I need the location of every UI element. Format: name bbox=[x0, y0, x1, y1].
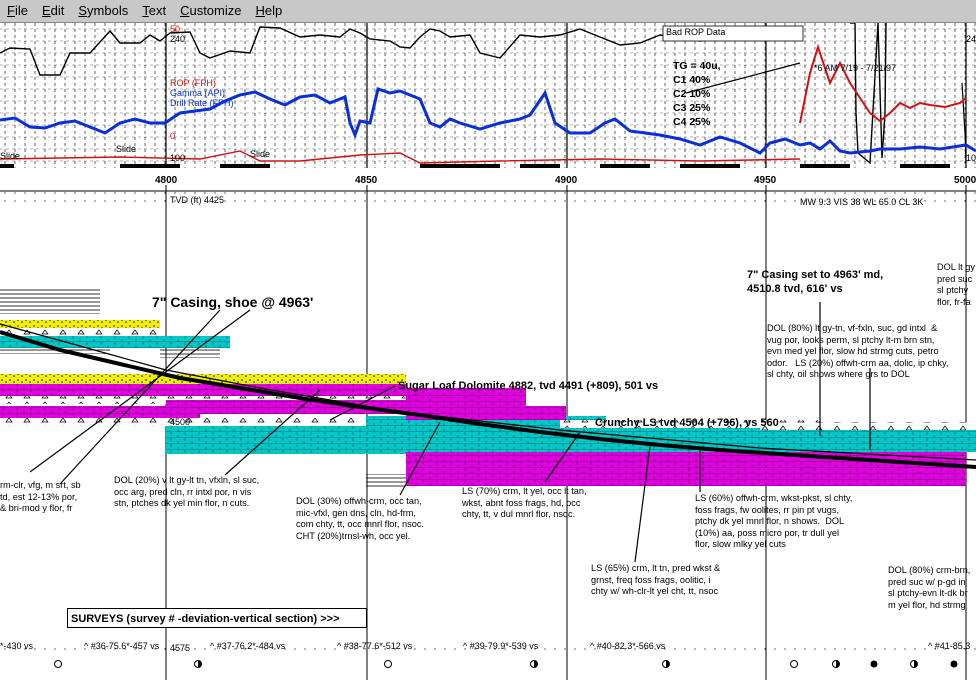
curve-label-drill: Drill Rate (FPH) bbox=[170, 98, 234, 108]
menu-text[interactable]: Text bbox=[142, 3, 167, 18]
menu-customize[interactable]: Customize bbox=[180, 3, 242, 18]
lithology-description: DOL (80%) crm-brn, pred suc w/ p-gd in s… bbox=[888, 565, 971, 610]
log-track: 50 240 240 ROP (FPH) Gamma (API) Drill R… bbox=[0, 22, 976, 168]
menu-bar: File Edit Symbols Text Customize Help bbox=[0, 0, 976, 23]
gamma-curve bbox=[0, 87, 976, 155]
casing-shoe-label: 7" Casing, shoe @ 4963' bbox=[152, 294, 314, 310]
survey-entry: ^ #40-82.3*-566 vs bbox=[590, 641, 666, 651]
cross-section-graphics bbox=[0, 192, 976, 680]
ruler-tick-4900: 4900 bbox=[555, 175, 578, 186]
gas-c4: C4 25% bbox=[673, 116, 711, 128]
casing-set-label-1: 7" Casing set to 4963' md, bbox=[747, 269, 884, 281]
gas-tg: TG = 40u, bbox=[673, 60, 721, 72]
scale-240: 240 bbox=[170, 34, 186, 44]
lithology-description: LS (65%) crm, lt tn, pred wkst & grnst, … bbox=[591, 563, 721, 596]
depth-ruler: 4800 4850 4900 4950 5000 bbox=[0, 168, 976, 192]
date-note: *6 AM 7/19 - 7/21/97 bbox=[814, 63, 897, 73]
ruler-tick-4950: 4950 bbox=[754, 175, 777, 186]
gas-c2: C2 10% bbox=[673, 88, 711, 100]
survey-entry: ^ #37-76.2*-484 vs bbox=[210, 641, 286, 651]
survey-entry: ^ #39-79.9*-539 vs bbox=[463, 641, 539, 651]
wellbore-path bbox=[0, 330, 976, 469]
tvd-label: TVD (ft) 4425 bbox=[170, 195, 225, 205]
gas-readings: TG = 40u, C1 40% C2 10% C3 25% C4 25% bbox=[673, 59, 721, 129]
ruler-tick-4850: 4850 bbox=[355, 175, 378, 186]
scale-100-right: 100 bbox=[966, 153, 976, 163]
ruler-tick-5000: 5000 bbox=[954, 175, 976, 186]
scale-50: 50 bbox=[170, 24, 181, 34]
depth-label-4500: 4500 bbox=[170, 417, 191, 427]
lithology-description: DOL (20%) v lt gy-lt tn, vfxln, sl suc, … bbox=[114, 475, 260, 508]
sugar-loaf-label: Sugar Loaf Dolomite 4882, tvd 4491 (+809… bbox=[398, 380, 659, 392]
menu-edit[interactable]: Edit bbox=[41, 3, 65, 18]
lithology-description: LS (70%) crm, lt yel, occ lt tan, wkst, … bbox=[462, 486, 587, 519]
survey-entry: ^ #36-75.6*-457 vs bbox=[84, 641, 160, 651]
gas-c1: C1 40% bbox=[673, 74, 711, 86]
scale-0: 0 bbox=[170, 131, 176, 141]
lithology-description: DOL (30%) offwh-crm, occ tan, mic-vfxl, … bbox=[296, 496, 424, 541]
survey-entry: ^ #38-77.6*-512 vs bbox=[337, 641, 413, 651]
casing-set-label-2: 4510.8 tvd, 616' vs bbox=[747, 283, 843, 295]
lithology-description: LS (60%) offwh-crm, wkst-pkst, sl chty, … bbox=[695, 493, 853, 549]
bad-rop-label: Bad ROP Data bbox=[666, 27, 726, 37]
slide-label-1: Slide bbox=[0, 151, 21, 161]
menu-symbols[interactable]: Symbols bbox=[78, 3, 129, 18]
curve-label-rop: ROP (FPH) bbox=[170, 78, 216, 88]
lithology-description: DOL lt gy pred suc sl ptchy flor, fr-fa bbox=[937, 262, 975, 307]
mud-properties: MW 9.3 VIS 38 WL 65.0 CL 3K bbox=[800, 197, 924, 207]
rop-curve bbox=[0, 26, 801, 76]
crunchy-ls-label: Crunchy LS tvd 4504 (+796), vs 560 bbox=[595, 417, 779, 429]
lithology-description: DOL (80%) lt gy-tn, vf-fxln, suc, gd int… bbox=[767, 323, 949, 379]
surveys-legend: SURVEYS (survey # -deviation-vertical se… bbox=[67, 608, 367, 628]
lithology-description: rm-clr, vfg, m srt, sb td, est 12-13% po… bbox=[0, 480, 81, 513]
menu-help[interactable]: Help bbox=[255, 3, 283, 18]
cross-section: TVD (ft) 4425 MW 9.3 VIS 38 WL 65.0 CL 3… bbox=[0, 192, 976, 680]
slide-label-3: Slide bbox=[250, 149, 271, 159]
red-curve bbox=[799, 43, 967, 124]
survey-entry: ^ #41-85.3 bbox=[928, 641, 971, 651]
curve-label-gamma: Gamma (API) bbox=[170, 88, 226, 98]
survey-entry: *-430 vs bbox=[0, 641, 34, 651]
gas-c3: C3 25% bbox=[673, 102, 711, 114]
scale-240-right: 240 bbox=[966, 34, 976, 44]
menu-file[interactable]: File bbox=[7, 3, 28, 18]
slide-label-2: Slide bbox=[116, 144, 137, 154]
ruler-tick-4800: 4800 bbox=[155, 175, 178, 186]
depth-label-4575: 4575 bbox=[170, 643, 191, 653]
log-track-graphics bbox=[0, 22, 976, 168]
scale-100: 100 bbox=[170, 153, 186, 163]
